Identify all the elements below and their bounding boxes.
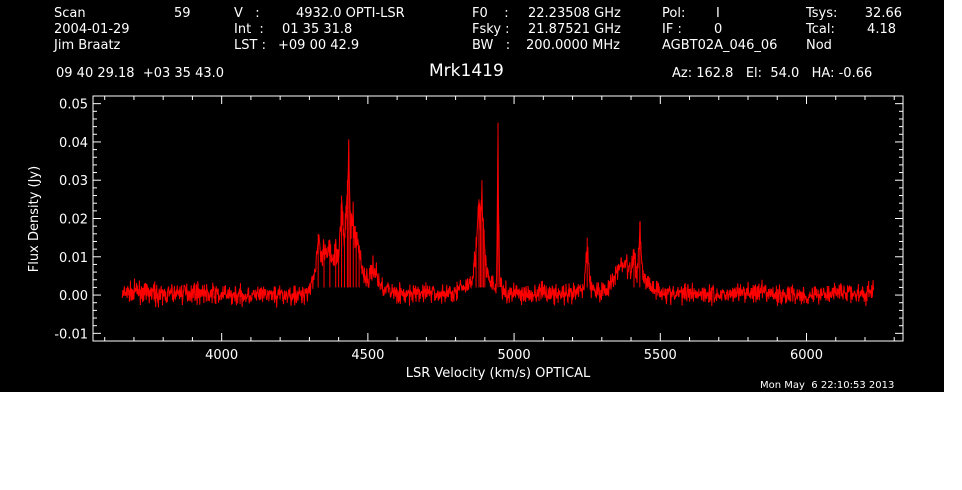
bandwidth-value: 200.0000 MHz	[526, 38, 620, 53]
x-tick-label: 5500	[644, 348, 677, 363]
y-tick-label: 0.04	[59, 136, 88, 151]
y-tick-labels: -0.01 0.00 0.01 0.02 0.03 0.04 0.05	[54, 98, 88, 343]
x-tick-label: 6000	[790, 348, 823, 363]
observation-date: 2004-01-29	[54, 22, 130, 37]
axis-ticks	[93, 96, 903, 341]
az-el-ha: Az: 162.8 El: 54.0 HA: -0.66	[672, 66, 873, 81]
tcal-value: 4.18	[867, 22, 896, 37]
velocity-value: 4932.0 OPTI-LSR	[296, 6, 405, 21]
observer-name: Jim Braatz	[54, 38, 121, 53]
bandwidth-label: BW :	[472, 38, 511, 53]
y-axis-label: Flux Density (Jy)	[27, 166, 42, 272]
source-coordinates: 09 40 29.18 +03 35 43.0	[56, 66, 225, 81]
observing-mode: Nod	[806, 38, 832, 53]
lst-label: LST :	[234, 38, 266, 53]
fsky-label: Fsky :	[472, 22, 510, 37]
pol-value: I	[716, 6, 720, 21]
fsky-value: 21.87521 GHz	[528, 22, 621, 37]
scan-label: Scan	[54, 6, 86, 21]
project-id: AGBT02A_046_06	[662, 38, 778, 53]
y-tick-label: 0.00	[59, 289, 88, 304]
tsys-value: 32.66	[864, 6, 902, 21]
if-value: 0	[714, 22, 723, 37]
source-name: Mrk1419	[429, 61, 504, 81]
if-label: IF :	[662, 22, 682, 37]
series-layer	[121, 122, 875, 308]
tsys-label: Tsys:	[806, 6, 838, 21]
timestamp: Mon May 6 22:10:53 2013	[760, 380, 895, 391]
scan-number: 59	[174, 6, 191, 21]
lst-value: +09 00 42.9	[278, 38, 360, 53]
y-tick-label: -0.01	[54, 327, 88, 342]
tcal-label: Tcal:	[806, 22, 835, 37]
x-tick-labels: 4000 4500 5000 5500 6000	[205, 348, 823, 363]
y-tick-label: 0.01	[59, 251, 88, 266]
f0-value: 22.23508 GHz	[528, 6, 621, 21]
f0-label: F0 :	[472, 6, 509, 21]
integration-value: 01 35 31.8	[282, 22, 353, 37]
pol-label: Pol:	[662, 6, 686, 21]
x-tick-label: 4000	[205, 348, 238, 363]
integration-label: Int :	[234, 22, 264, 37]
y-tick-label: 0.03	[59, 174, 88, 189]
x-tick-label: 5000	[498, 348, 531, 363]
x-tick-label: 4500	[351, 348, 384, 363]
y-tick-label: 0.02	[59, 213, 88, 228]
velocity-label: V :	[234, 6, 260, 21]
y-tick-label: 0.05	[59, 98, 88, 113]
spectrum-chart: 4000 4500 5000 5500 6000 -0.01 0.00 0.01 0.02 0.…	[27, 95, 904, 381]
x-axis-label: LSR Velocity (km/s) OPTICAL	[406, 366, 591, 381]
plot-panel: Scan 59 2004-01-29 Jim Braatz V : 4932.0…	[0, 0, 944, 392]
